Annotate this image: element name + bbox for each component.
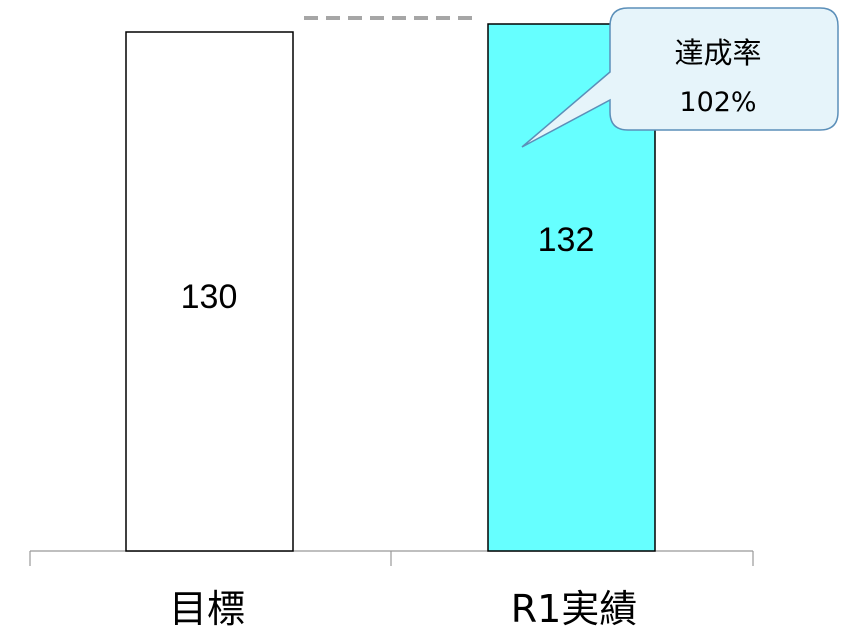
callout-text-rate: 102% [679,87,756,118]
bar-mokuhyo [125,31,294,552]
bar-value-label-mokuhyo: 130 [181,278,238,316]
category-label-r1-jisseki: R1実績 [511,587,638,631]
achievement-callout: 達成率 102% [521,7,839,148]
category-label-mokuhyo: 目標 [169,587,245,631]
callout-bubble [521,7,839,148]
bar-value-label-r1-jisseki: 132 [538,221,595,259]
callout-text-label: 達成率 [674,36,761,70]
